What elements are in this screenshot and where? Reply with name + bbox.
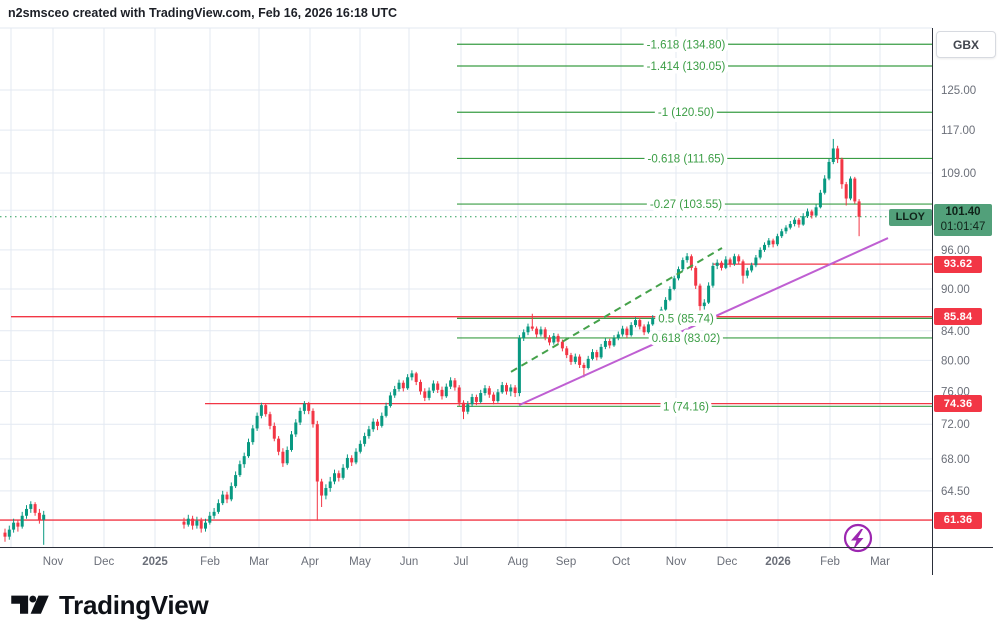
svg-text:90.00: 90.00 (941, 284, 970, 296)
svg-text:Jul: Jul (454, 556, 469, 568)
bar-countdown: 01:01:47 (940, 220, 986, 233)
tradingview-logo-text: TradingView (59, 589, 209, 620)
svg-text:-1.618 (134.80): -1.618 (134.80) (647, 39, 726, 51)
tradingview-logo[interactable]: TradingView (10, 588, 209, 622)
svg-text:1 (74.16): 1 (74.16) (663, 401, 709, 413)
svg-text:Jun: Jun (400, 556, 419, 568)
svg-text:2026: 2026 (765, 556, 791, 568)
svg-text:80.00: 80.00 (941, 355, 970, 367)
svg-text:117.00: 117.00 (941, 125, 975, 137)
alert-price-badge[interactable]: 61.36 (934, 511, 982, 529)
svg-text:Oct: Oct (612, 556, 631, 568)
svg-text:2025: 2025 (142, 556, 168, 568)
last-price-badge[interactable]: 101.40 01:01:47 (934, 203, 992, 236)
svg-text:Sep: Sep (556, 556, 576, 568)
alert-price-badge[interactable]: 93.62 (934, 255, 982, 273)
svg-text:68.00: 68.00 (941, 454, 970, 466)
svg-text:64.50: 64.50 (941, 486, 970, 498)
symbol-price-line-label[interactable]: LLOY (888, 208, 932, 226)
svg-text:Feb: Feb (820, 556, 840, 568)
svg-text:72.00: 72.00 (941, 419, 970, 431)
svg-text:96.00: 96.00 (941, 245, 970, 257)
attribution-text: n2smsceo created with TradingView.com, F… (8, 6, 398, 20)
svg-text:May: May (349, 556, 371, 568)
svg-text:125.00: 125.00 (941, 85, 976, 97)
svg-text:Apr: Apr (301, 556, 319, 568)
svg-text:-1 (120.50): -1 (120.50) (658, 107, 714, 119)
svg-text:Dec: Dec (94, 556, 115, 568)
tradingview-logo-icon (11, 595, 49, 614)
svg-text:0.618 (83.02): 0.618 (83.02) (652, 333, 721, 345)
svg-text:Aug: Aug (508, 556, 528, 568)
svg-text:-1.414 (130.05): -1.414 (130.05) (647, 61, 726, 73)
svg-text:Mar: Mar (870, 556, 890, 568)
svg-text:Nov: Nov (43, 556, 64, 568)
alert-price-badge[interactable]: 85.84 (934, 308, 982, 326)
svg-text:109.00: 109.00 (941, 168, 976, 180)
svg-text:-0.618 (111.65): -0.618 (111.65) (648, 153, 725, 165)
svg-text:0.5 (85.74): 0.5 (85.74) (658, 313, 714, 325)
svg-text:84.00: 84.00 (941, 326, 970, 338)
currency-unit-button[interactable]: GBX (936, 31, 996, 58)
svg-text:Nov: Nov (666, 556, 687, 568)
alert-price-badge[interactable]: 74.36 (934, 395, 982, 413)
last-price-value: 101.40 (945, 205, 981, 218)
svg-text:-0.27 (103.55): -0.27 (103.55) (650, 199, 722, 211)
svg-text:Feb: Feb (200, 556, 220, 568)
svg-text:Mar: Mar (249, 556, 269, 568)
svg-text:Dec: Dec (717, 556, 738, 568)
